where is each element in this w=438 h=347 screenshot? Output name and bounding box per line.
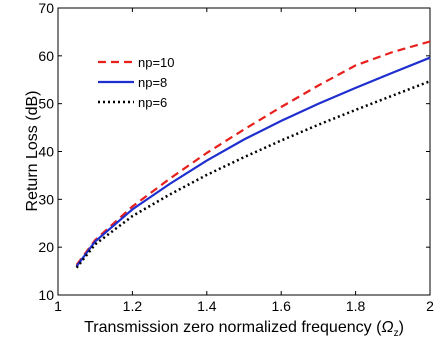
legend: np=10 np=8 np=6 xyxy=(98,55,175,110)
y-tick-label: 50 xyxy=(38,96,54,112)
series-layer xyxy=(75,40,431,269)
y-tick-label: 30 xyxy=(38,191,54,207)
legend-label: np=8 xyxy=(138,75,167,90)
x-tick-label: 2 xyxy=(426,298,434,314)
series-line-np-8 xyxy=(75,56,431,267)
x-axis-label-close: ) xyxy=(399,319,404,336)
series-line-np-10 xyxy=(75,40,431,266)
y-tick-label: 60 xyxy=(38,48,54,64)
x-axis-label-subscript: z xyxy=(394,328,399,339)
y-tick-label: 10 xyxy=(38,287,54,303)
y-tick-label: 70 xyxy=(38,0,54,16)
axis-ticks: 1 1.2 1.4 1.6 1.8 2 10 20 30 40 50 60 70 xyxy=(38,0,434,314)
x-tick-label: 1 xyxy=(54,298,62,314)
series-line-np-6 xyxy=(75,80,431,269)
legend-label: np=6 xyxy=(138,95,167,110)
y-tick-label: 40 xyxy=(38,144,54,160)
x-axis-label: Transmission zero normalized frequency (… xyxy=(84,319,404,339)
legend-label: np=10 xyxy=(138,55,175,70)
y-axis-label: Return Loss (dB) xyxy=(24,91,41,212)
y-tick-label: 20 xyxy=(38,239,54,255)
x-tick-label: 1.8 xyxy=(346,298,366,314)
x-axis-label-text: Transmission zero normalized frequency ( xyxy=(84,319,382,336)
x-tick-label: 1.4 xyxy=(197,298,217,314)
x-tick-label: 1.6 xyxy=(271,298,291,314)
x-tick-label: 1.2 xyxy=(123,298,143,314)
plot-area xyxy=(57,7,431,296)
x-axis-label-symbol: Ω xyxy=(381,319,393,336)
